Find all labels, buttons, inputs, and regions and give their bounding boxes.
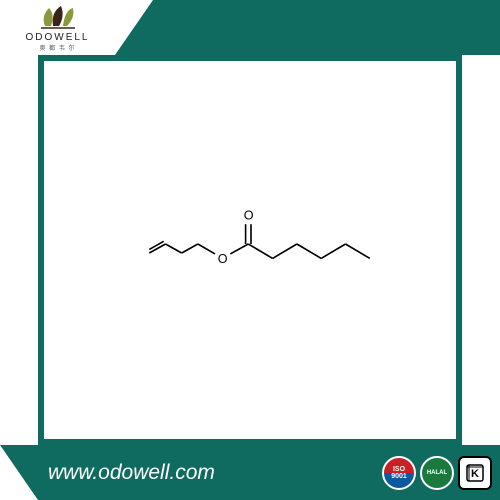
cert-badges: ISO 9001 HALAL K (382, 456, 500, 490)
logo-leaf-icon (39, 3, 77, 31)
footer-url: www.odowell.com (38, 461, 215, 485)
logo-text: ODOWELL (25, 32, 89, 43)
header-fill (153, 0, 500, 55)
halal-badge: HALAL (420, 456, 454, 490)
footer-triangle (0, 445, 38, 500)
brand-logo: ODOWELL 奥 都 韦 尔 (0, 0, 115, 55)
logo-subtext: 奥 都 韦 尔 (39, 43, 75, 52)
molecule-structure: O O (120, 190, 400, 280)
footer-band: www.odowell.com ISO 9001 HALAL K (0, 445, 500, 500)
iso-badge: ISO 9001 (382, 456, 416, 490)
oxygen-double-label: O (244, 209, 254, 223)
oxygen-ester-label: O (218, 252, 228, 266)
header-triangle (115, 0, 153, 55)
kosher-badge: K (458, 456, 492, 490)
svg-text:K: K (471, 468, 479, 480)
